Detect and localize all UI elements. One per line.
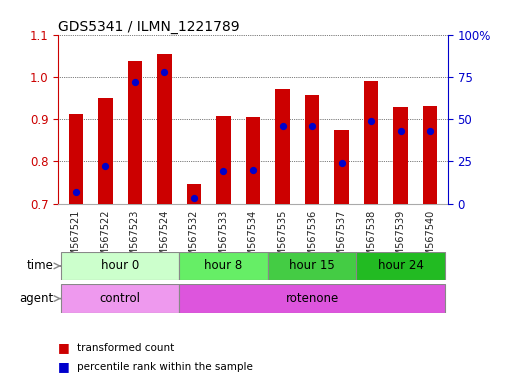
Text: hour 24: hour 24 — [377, 260, 423, 272]
Text: ■: ■ — [58, 360, 70, 373]
Point — [131, 79, 139, 85]
Bar — [61, 284, 179, 313]
Text: rotenone: rotenone — [285, 292, 338, 305]
Point — [219, 168, 227, 174]
Bar — [245, 116, 260, 204]
Text: hour 8: hour 8 — [204, 260, 242, 272]
Bar — [363, 81, 378, 204]
Point — [72, 189, 80, 195]
Point — [308, 123, 316, 129]
Bar — [179, 284, 444, 313]
Bar — [98, 98, 113, 204]
Bar — [157, 54, 172, 204]
Bar — [333, 131, 348, 204]
Point — [101, 163, 109, 169]
Text: time: time — [26, 260, 53, 272]
Bar — [356, 252, 444, 280]
Bar — [186, 184, 201, 204]
Text: GDS5341 / ILMN_1221789: GDS5341 / ILMN_1221789 — [58, 20, 239, 33]
Bar — [61, 252, 179, 280]
Text: hour 0: hour 0 — [101, 260, 139, 272]
Point — [425, 128, 433, 134]
Point — [248, 167, 257, 173]
Bar — [275, 89, 289, 204]
Text: ■: ■ — [58, 341, 70, 354]
Bar — [127, 61, 142, 204]
Text: transformed count: transformed count — [77, 343, 174, 353]
Bar — [267, 252, 356, 280]
Text: hour 15: hour 15 — [288, 260, 334, 272]
Bar — [422, 106, 437, 204]
Point — [160, 69, 168, 75]
Bar — [304, 94, 319, 204]
Point — [396, 128, 404, 134]
Bar — [68, 114, 83, 204]
Point — [278, 123, 286, 129]
Bar — [392, 107, 407, 204]
Point — [337, 160, 345, 166]
Text: agent: agent — [19, 292, 53, 305]
Bar — [216, 116, 230, 204]
Bar — [179, 252, 267, 280]
Point — [189, 195, 197, 202]
Point — [366, 118, 374, 124]
Text: percentile rank within the sample: percentile rank within the sample — [77, 362, 253, 372]
Text: control: control — [99, 292, 140, 305]
